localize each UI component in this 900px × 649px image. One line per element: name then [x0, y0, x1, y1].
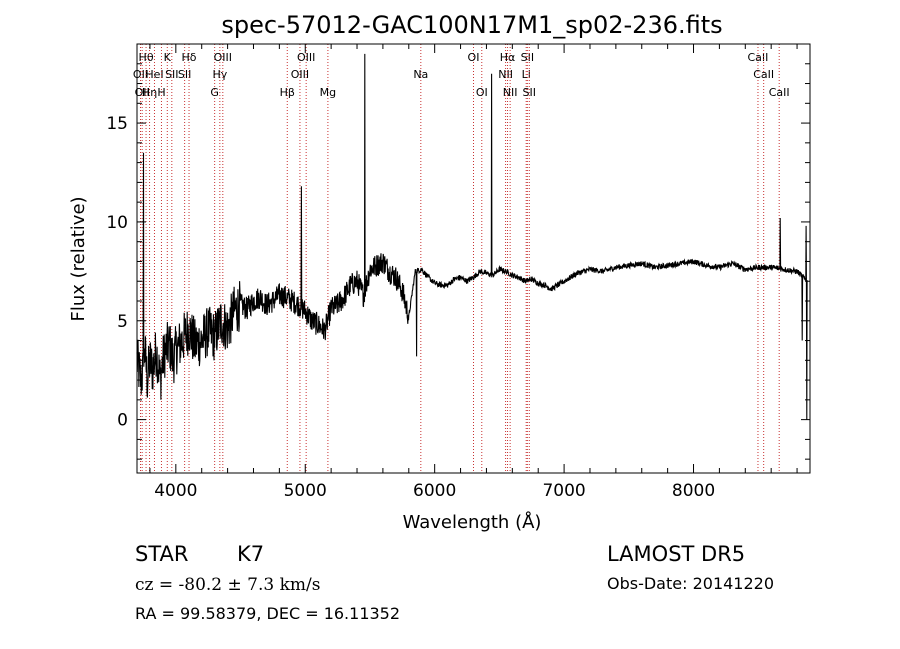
marker-label-12: OIII [214, 51, 232, 64]
velocity-readout: cz = -80.2 ± 7.3 km/s [135, 575, 321, 595]
plot-frame [136, 43, 811, 474]
object-subclass: K7 [237, 542, 264, 566]
y-axis-label: Flux (relative) [68, 196, 89, 321]
marker-label-21: Hα [500, 51, 516, 64]
marker-label-3: Hη [142, 86, 157, 99]
y-tick-label-5: 5 [117, 312, 128, 332]
x-tick-label-6000: 6000 [413, 481, 456, 501]
marker-label-24: SII [521, 51, 534, 64]
marker-label-9: Hδ [182, 51, 197, 64]
marker-label-18: OI [468, 51, 480, 64]
marker-label-15: OIII [297, 51, 315, 64]
marker-label-5: H [157, 86, 165, 99]
coordinates: RA = 99.58379, DEC = 16.11352 [135, 604, 400, 623]
marker-label-7: SII [165, 68, 178, 81]
marker-label-27: CaII [753, 68, 774, 81]
marker-label-19: OI [476, 86, 488, 99]
marker-label-16: Mg [320, 86, 336, 99]
survey-name: LAMOST DR5 [607, 542, 745, 566]
x-tick-label-4000: 4000 [154, 481, 197, 501]
marker-label-6: K [164, 51, 172, 64]
obs-date: Obs-Date: 20141220 [607, 574, 774, 593]
marker-label-4: HeI [145, 68, 163, 81]
spectrum-line [136, 53, 808, 420]
marker-label-2: Hθ [139, 51, 154, 64]
object-class: STAR [135, 542, 188, 566]
x-axis-label: Wavelength (Å) [403, 511, 542, 533]
y-tick-label-10: 10 [106, 213, 128, 233]
marker-label-17: Na [413, 68, 428, 81]
x-tick-label-8000: 8000 [672, 481, 715, 501]
marker-label-8: SII [178, 68, 191, 81]
spectrum-series [136, 53, 808, 420]
x-tick-label-5000: 5000 [284, 481, 327, 501]
y-tick-label-0: 0 [117, 411, 128, 431]
marker-label-23: Li [522, 68, 531, 81]
marker-label-13: Hβ [280, 86, 295, 99]
chart-title: spec-57012-GAC100N17M1_sp02-236.fits [221, 11, 722, 39]
x-tick-label-7000: 7000 [542, 481, 585, 501]
marker-label-10: G [210, 86, 219, 99]
axes: 4000 5000 6000 7000 8000 0 5 10 15 [106, 43, 811, 501]
marker-label-20: NII [498, 68, 513, 81]
y-tick-label-15: 15 [106, 114, 128, 134]
marker-label-26: CaII [748, 51, 769, 64]
marker-label-11: Hγ [212, 68, 227, 81]
marker-label-22: NII [503, 86, 518, 99]
marker-label-25: SII [523, 86, 536, 99]
marker-label-14: OIII [291, 68, 309, 81]
marker-label-28: CaII [769, 86, 790, 99]
